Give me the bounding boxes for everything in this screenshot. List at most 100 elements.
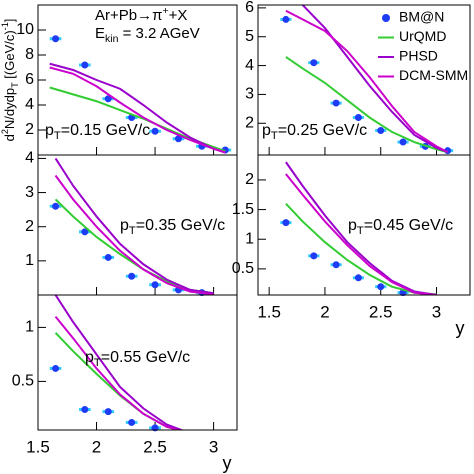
model-line [49,62,226,154]
data-point [104,95,112,103]
y-axis-label-part: -1 [0,22,10,30]
model-line [301,5,449,154]
legend-label: UrQMD [399,28,446,44]
data-point [52,364,60,372]
model-line [285,173,437,295]
model-line [285,56,448,154]
annotation: pT=0.25 GeV/c [262,122,367,142]
data-point [354,114,362,121]
data-point [310,59,318,67]
y-tick-label: 4 [25,96,34,113]
annotation-part: p [120,217,129,234]
data-point [282,219,290,227]
y-tick-label: 1.5 [232,201,254,218]
y-axis-label-part: N/dydp [2,88,17,129]
x-tick-label: 2.5 [143,437,167,456]
y-axis-label-part: 2 [0,129,10,134]
annotation-part: T [357,225,364,237]
y-axis-label-part: T [10,82,20,88]
annotation-part: p [45,122,54,139]
model-line [285,9,449,154]
annotation-part: p [85,349,94,366]
y-axis-label-part: [(GeV/c) [2,30,17,82]
legend-label: PHSD [399,48,438,64]
legend-label: DCM-SMM [399,67,468,83]
data-point [151,281,159,289]
data-point [377,126,385,134]
annotation: pT=0.55 GeV/c [85,349,190,369]
data-point [81,228,89,236]
title: Ar+Pb→π++X [95,5,187,24]
y-axis-label-part: d [2,134,17,141]
annotation-part: =0.15 GeV/c [61,122,150,139]
annotation: pT=0.35 GeV/c [120,217,225,237]
data-point [52,202,60,210]
model-line [54,157,214,295]
data-point [128,418,136,426]
y-tick-label: 6 [25,71,34,88]
y-tick-label: 10 [16,21,34,38]
model-line [54,198,214,295]
subtitle: Ekin = 3.2 AGeV [95,25,200,45]
y-tick-label: 6 [245,0,254,16]
data-point [52,35,60,43]
model-line [54,174,214,295]
annotation-part: T [129,225,136,237]
data-point [354,274,362,282]
annotation-part: p [348,217,357,234]
title-part: Ar+Pb→π [95,7,162,24]
data-point [310,252,318,260]
x-tick-label: 1.5 [26,437,50,456]
data-point [104,253,112,261]
data-point [104,408,112,416]
y-tick-label: 3 [245,86,254,103]
annotation-part: =0.35 GeV/c [136,217,225,234]
x-tick-label: 3 [209,437,218,456]
y-tick-label: 2 [25,121,34,138]
annotation-part: T [54,130,61,142]
data-point [332,261,340,269]
model-line [285,161,437,295]
y-tick-label: 0.5 [232,260,254,277]
annotation-part: T [271,130,278,142]
y-tick-label: 4 [25,150,34,167]
model-line [49,66,226,154]
data-point [151,127,159,135]
x-tick-label: 1.5 [257,302,281,321]
title-part: +X [169,7,188,24]
y-axis-label-part: ] [2,19,17,23]
annotation-part: =0.55 GeV/c [101,349,190,366]
annotation-part: p [262,122,271,139]
y-tick-label: 4 [245,57,254,74]
subtitle-part: E [95,25,105,42]
x-tick-label: 3 [432,302,441,321]
y-tick-label: 5 [245,28,254,45]
data-point [332,99,340,107]
data-point [399,138,407,146]
annotation: pT=0.15 GeV/c [45,122,150,142]
annotation-part: T [94,357,101,369]
data-point [81,405,89,413]
model-line [54,332,183,430]
model-line [54,315,183,430]
annotation: pT=0.45 GeV/c [348,217,453,237]
data-point [81,61,89,69]
y-tick-label: 8 [25,46,34,63]
frame [37,294,238,431]
annotation-part: =0.25 GeV/c [278,122,367,139]
subtitle-part: = 3.2 AGeV [118,25,199,42]
y-tick-label: 1 [25,252,34,269]
y-tick-label: 2 [245,171,254,188]
x-tick-label: 2.5 [369,302,393,321]
data-point [377,283,385,291]
legend-label: BM@N [399,9,444,25]
y-tick-label: 0.5 [12,373,34,390]
data-point [174,135,182,143]
x-tick-label: 2 [92,437,101,456]
y-tick-label: 1 [25,319,34,336]
title-part: + [162,5,168,17]
y-tick-label: 1 [245,230,254,247]
y-tick-label: 2 [245,114,254,131]
annotation-part: =0.45 GeV/c [364,217,453,234]
